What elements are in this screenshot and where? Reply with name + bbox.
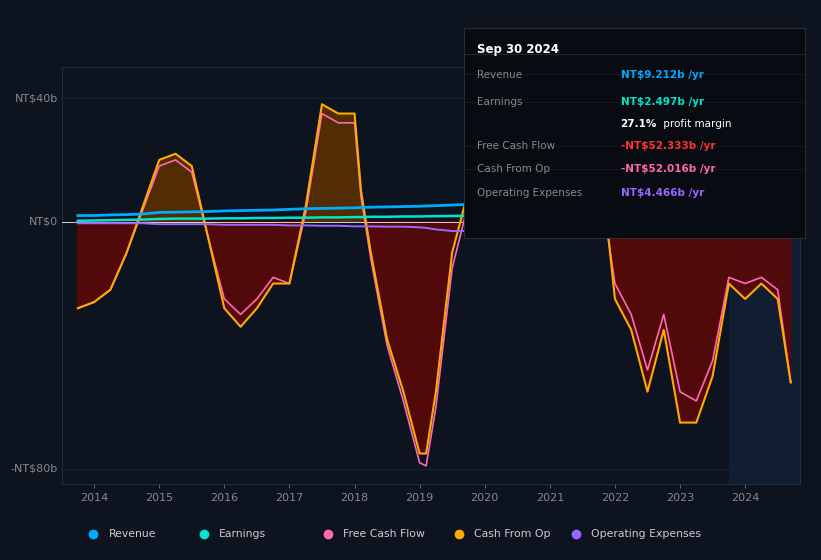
Text: Operating Expenses: Operating Expenses bbox=[478, 188, 583, 198]
Text: Cash From Op: Cash From Op bbox=[478, 165, 551, 175]
Text: Earnings: Earnings bbox=[478, 97, 523, 108]
Text: NT$40b: NT$40b bbox=[15, 93, 57, 103]
Text: NT$4.466b /yr: NT$4.466b /yr bbox=[621, 188, 704, 198]
Text: NT$2.497b /yr: NT$2.497b /yr bbox=[621, 97, 704, 108]
Text: profit margin: profit margin bbox=[660, 119, 732, 129]
Text: Free Cash Flow: Free Cash Flow bbox=[478, 141, 556, 151]
Text: NT$9.212b /yr: NT$9.212b /yr bbox=[621, 70, 704, 80]
Text: Sep 30 2024: Sep 30 2024 bbox=[478, 43, 559, 55]
Text: -NT$52.333b /yr: -NT$52.333b /yr bbox=[621, 141, 715, 151]
Text: -NT$52.016b /yr: -NT$52.016b /yr bbox=[621, 165, 715, 175]
Text: NT$0: NT$0 bbox=[29, 217, 57, 227]
Text: Cash From Op: Cash From Op bbox=[474, 529, 550, 539]
Text: 27.1%: 27.1% bbox=[621, 119, 657, 129]
Text: Operating Expenses: Operating Expenses bbox=[591, 529, 701, 539]
Bar bbox=[729, 67, 800, 484]
Text: Free Cash Flow: Free Cash Flow bbox=[343, 529, 424, 539]
Text: Earnings: Earnings bbox=[218, 529, 266, 539]
Text: Revenue: Revenue bbox=[108, 529, 156, 539]
Text: -NT$80b: -NT$80b bbox=[11, 464, 57, 474]
Text: Revenue: Revenue bbox=[478, 70, 523, 80]
